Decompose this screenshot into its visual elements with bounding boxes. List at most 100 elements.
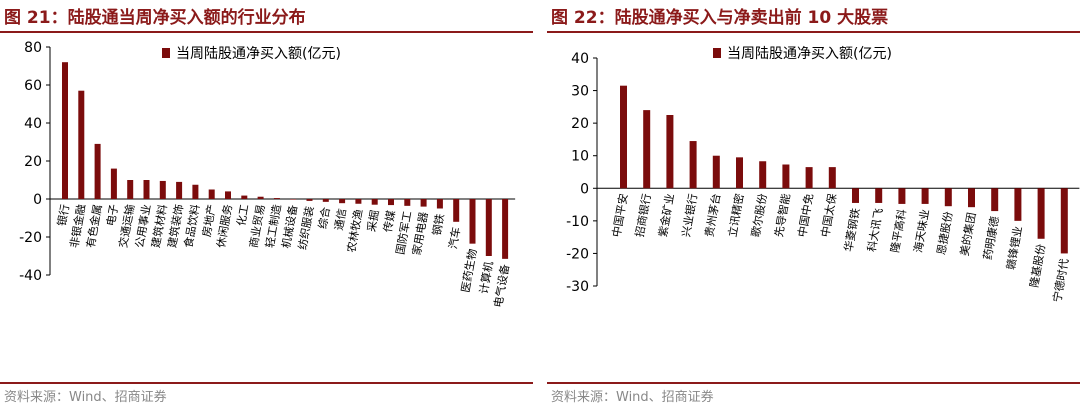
y-tick-label: -20	[566, 246, 589, 262]
bar	[852, 188, 859, 203]
bar	[828, 167, 836, 189]
y-tick-label: 60	[24, 78, 42, 94]
chart-title: 图 22：陆股通净买入与净卖出前 10 大股票	[551, 8, 889, 28]
category-label: 中国平安	[609, 192, 630, 238]
bar	[782, 164, 790, 189]
category-label: 银行	[54, 203, 72, 227]
y-tick-label: 20	[571, 116, 589, 132]
chart-panel-stocks: 图 22：陆股通净买入与净卖出前 10 大股票 40 30 20 10 0 -10 -20 -…	[547, 0, 1080, 407]
category-label: 紫金矿业	[655, 192, 676, 238]
category-label: 宁德时代	[1050, 258, 1071, 304]
category-label: 先导智能	[771, 192, 792, 238]
bar	[159, 180, 166, 199]
bar	[453, 199, 460, 222]
bar	[666, 115, 674, 189]
title-divider	[547, 31, 1080, 33]
bar	[208, 189, 215, 199]
bar	[921, 188, 929, 204]
bar	[94, 143, 101, 199]
bar	[805, 167, 813, 189]
chart-title: 图 21：陆股通当周净买入额的行业分布	[4, 8, 306, 28]
bar	[420, 199, 427, 207]
category-label: 兴业银行	[679, 192, 700, 238]
category-label: 采掘	[364, 209, 382, 233]
bar	[241, 195, 248, 199]
category-label: 科大讯飞	[864, 207, 885, 253]
y-tick-label: -30	[566, 279, 589, 295]
footer-divider	[547, 382, 1080, 384]
legend-label: 当周陆股通净买入额(亿元)	[176, 46, 341, 62]
y-tick-label: 30	[571, 84, 589, 100]
bar	[339, 199, 346, 204]
bar	[322, 199, 329, 202]
bar	[404, 199, 411, 206]
bar	[898, 188, 906, 204]
y-tick-label: -20	[19, 230, 42, 246]
bar	[485, 199, 492, 256]
source-note: 资料来源：Wind、招商证券	[4, 390, 167, 405]
category-label: 立讯精密	[725, 192, 746, 238]
legend-label: 当周陆股通净买入额(亿元)	[727, 46, 892, 62]
bar	[1014, 188, 1022, 221]
category-label: 隆基股份	[1027, 243, 1048, 289]
bar	[257, 196, 264, 199]
bar	[62, 62, 68, 200]
bar	[176, 181, 183, 199]
bar	[1060, 188, 1068, 254]
y-tick-label: 0	[580, 181, 589, 197]
category-label: 医药生物	[458, 248, 479, 294]
category-label: 歌尔股份	[748, 192, 769, 238]
bar	[355, 199, 362, 204]
title-divider	[0, 31, 533, 33]
y-tick-label: 20	[24, 154, 42, 170]
bar	[127, 180, 134, 199]
category-label: 招商银行	[632, 192, 653, 238]
legend: 当周陆股通净买入额(亿元)	[162, 46, 341, 62]
category-label: 化工	[234, 203, 252, 227]
chart-panel-industry: 图 21：陆股通当周净买入额的行业分布 80 60 40 20 0 -20 -40 银行 非银金…	[0, 0, 533, 407]
category-label: 综合	[315, 206, 333, 230]
category-label: 汽车	[446, 226, 464, 250]
y-tick-label: 80	[24, 40, 42, 56]
category-label: 电子	[104, 203, 121, 227]
category-label: 隆平高科	[887, 208, 908, 254]
source-note: 资料来源：Wind、招商证券	[551, 390, 714, 405]
legend: 当周陆股通净买入额(亿元)	[713, 46, 892, 62]
bar	[469, 199, 476, 244]
category-label: 房地产	[199, 203, 219, 238]
bar	[620, 85, 627, 189]
footer-divider	[0, 382, 533, 384]
bar	[371, 199, 378, 205]
category-label: 美的集团	[957, 211, 978, 257]
category-label: 华菱钢铁	[841, 207, 862, 253]
y-tick-label: 0	[33, 192, 42, 208]
bar	[689, 141, 697, 189]
legend-swatch	[713, 48, 721, 58]
category-label: 中国太保	[818, 192, 839, 238]
category-label: 药明康德	[980, 215, 1001, 261]
bar	[502, 199, 509, 259]
bar	[436, 199, 443, 209]
category-label: 钢铁	[430, 213, 447, 237]
bar	[968, 188, 975, 208]
bar	[110, 168, 117, 199]
category-label: 计算机	[476, 260, 496, 295]
legend-swatch	[162, 48, 170, 58]
bar	[759, 161, 767, 189]
bar	[712, 155, 720, 189]
y-tick-label: 10	[571, 149, 589, 165]
y-tick-label: -10	[566, 214, 589, 230]
bar	[643, 110, 651, 189]
bar	[736, 157, 743, 189]
stocks-bar-chart: 40 30 20 10 0 -10 -20 -30 中国平安 招商银行 紫金矿业 兴业银行 贵州茅台 立讯…	[566, 46, 1080, 304]
category-label: 通信	[332, 207, 349, 231]
category-label: 海天味业	[911, 208, 932, 254]
y-tick-label: 40	[24, 116, 42, 132]
bar	[192, 184, 199, 199]
category-label: 赣锋锂业	[1003, 225, 1024, 271]
bar	[306, 199, 313, 201]
category-label: 传媒	[381, 209, 398, 233]
bar	[388, 199, 394, 206]
bar	[875, 188, 883, 203]
